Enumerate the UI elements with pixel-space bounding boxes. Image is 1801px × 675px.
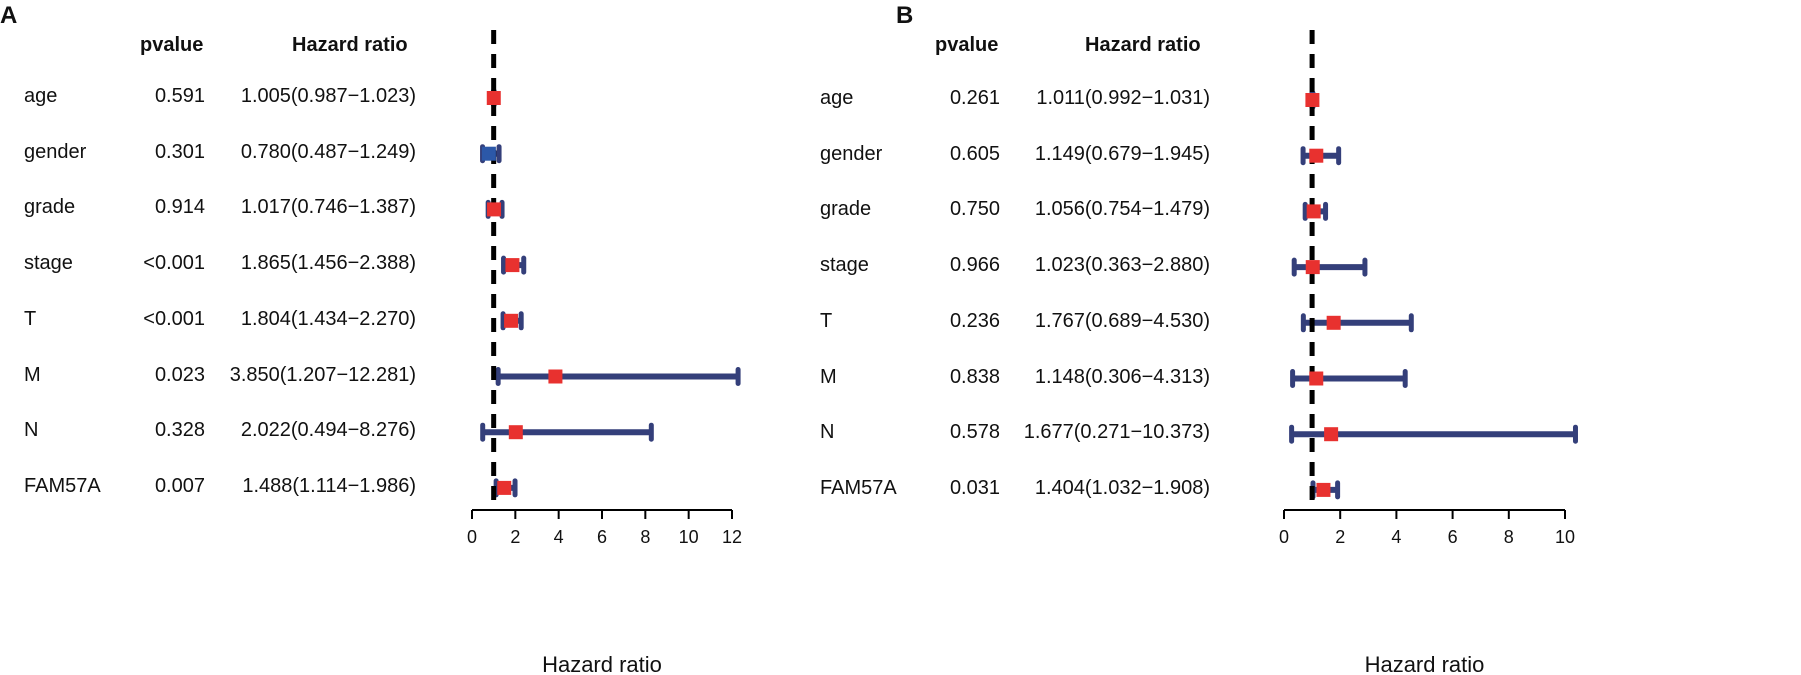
variable-label: T [24,307,37,330]
pvalue-cell: 0.328 [154,419,205,442]
x-tick-label: 12 [722,527,742,547]
forest-plot: 0 2 4 6 8 10 12 Hazard ratio [467,30,742,675]
variable-label: M [24,363,41,386]
pvalue-cell: <0.001 [143,252,205,275]
pvalue-cell: <0.001 [143,307,205,330]
pvalue-cell: 0.914 [154,196,205,219]
variable-label: age [24,85,58,107]
variable-label: age [820,87,854,109]
x-axis-title: Hazard ratio [1365,652,1485,675]
forest-plot: 0 2 4 6 8 10 Hazard ratio [1279,30,1578,675]
variable-label: T [820,309,833,332]
hazard-ratio-point [505,258,520,273]
variable-label: M [820,365,837,388]
pvalue-cell: 0.750 [949,198,1000,221]
x-tick-label: 10 [679,527,699,547]
panel-label: A [0,2,18,29]
x-tick-label: 8 [640,527,650,547]
hazard-ratio-cell: 1.005(0.987−1.023) [240,85,416,107]
hazard-ratio-point [548,369,563,384]
hazard-ratio-cell: 2.022(0.494−8.276) [240,419,416,442]
panel-label: B [896,2,914,29]
hazard-ratio-cell: 1.677(0.271−10.373) [1023,421,1210,444]
hazard-ratio-point [487,202,502,217]
hazard-ratio-point [1316,482,1331,497]
x-tick-label: 0 [467,527,477,547]
variable-label: stage [820,254,869,277]
hazard-ratio-point [497,480,512,495]
hazard-ratio-cell: 0.780(0.487−1.249) [240,140,416,163]
x-tick-label: 6 [597,527,607,547]
hazard-ratio-point [1326,315,1341,330]
hazard-ratio-point [1324,427,1339,442]
variable-label: N [820,421,835,444]
hazard-ratio-cell: 1.011(0.992−1.031) [1036,87,1210,109]
x-tick-label: 8 [1504,527,1514,547]
pvalue-header: pvalue [935,34,999,56]
variable-label: FAM57A [820,476,897,499]
pvalue-cell: 0.301 [154,140,205,163]
hazard-ratio-cell: 3.850(1.207−12.281) [229,363,416,386]
pvalue-cell: 0.605 [949,142,1000,165]
variable-label: N [24,419,39,442]
hazard-ratio-cell: 1.767(0.689−4.530) [1034,309,1210,332]
x-tick-label: 2 [510,527,520,547]
hazard-ratio-point [504,313,519,328]
hazard-ratio-point [481,146,496,161]
hazard-ratio-cell: 1.149(0.679−1.945) [1034,142,1210,165]
variable-label: grade [820,198,872,221]
variable-label: gender [24,140,87,163]
hazard-ratio-cell: 1.804(1.434−2.270) [240,307,416,330]
hazard-ratio-header: Hazard ratio [292,34,408,56]
pvalue-cell: 0.591 [154,85,205,107]
pvalue-header: pvalue [140,34,204,56]
x-tick-label: 4 [1391,527,1401,547]
variable-label: stage [24,252,73,275]
hazard-ratio-header: Hazard ratio [1085,34,1201,56]
pvalue-cell: 0.261 [949,87,1000,109]
x-tick-label: 0 [1279,527,1289,547]
hazard-ratio-point [486,91,501,105]
pvalue-cell: 0.236 [949,309,1000,332]
x-tick-label: 6 [1448,527,1458,547]
hazard-ratio-cell: 1.017(0.746−1.387) [240,196,416,219]
pvalue-cell: 0.031 [949,476,1000,499]
pvalue-cell: 0.578 [949,421,1000,444]
variable-label: grade [24,196,76,219]
variable-label: FAM57A [24,474,101,497]
hazard-ratio-point [1306,204,1321,219]
pvalue-cell: 0.007 [154,474,205,497]
hazard-ratio-point [508,425,523,440]
hazard-ratio-point [1305,93,1320,107]
variable-label: gender [820,142,883,165]
hazard-ratio-point [1309,371,1324,386]
hazard-ratio-point [1305,260,1320,275]
forest-panel-b: B pvalue Hazard ratio age 0.261 1.011(0.99… [820,0,1801,675]
pvalue-cell: 0.966 [949,254,1000,277]
pvalue-cell: 0.838 [949,365,1000,388]
hazard-ratio-cell: 1.404(1.032−1.908) [1034,476,1210,499]
x-tick-label: 4 [554,527,564,547]
hazard-ratio-cell: 1.488(1.114−1.986) [242,474,416,497]
forest-panel-a: A pvalue Hazard ratio age 0.591 1.005(0.98… [0,0,900,675]
x-tick-label: 10 [1555,527,1575,547]
x-axis-title: Hazard ratio [542,652,662,675]
pvalue-cell: 0.023 [154,363,205,386]
hazard-ratio-cell: 1.056(0.754−1.479) [1034,198,1210,221]
x-tick-label: 2 [1335,527,1345,547]
hazard-ratio-point [1309,148,1324,163]
hazard-ratio-cell: 1.865(1.456−2.388) [240,252,416,275]
hazard-ratio-cell: 1.023(0.363−2.880) [1034,254,1210,277]
hazard-ratio-cell: 1.148(0.306−4.313) [1034,365,1210,388]
